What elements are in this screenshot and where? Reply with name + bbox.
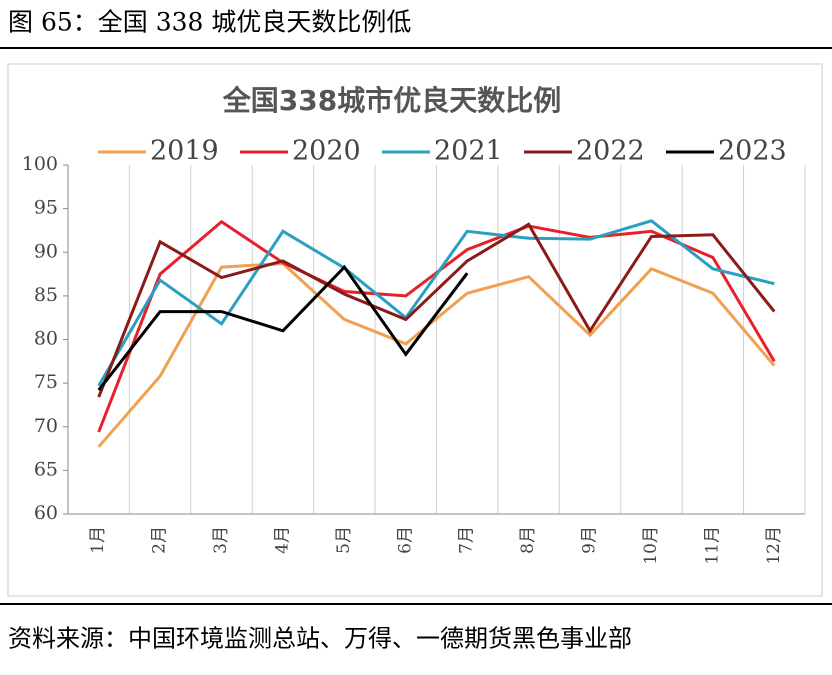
x-tick-label: 1月 [88, 526, 108, 554]
series-line [97, 262, 776, 448]
y-tick-label: 75 [34, 371, 58, 393]
y-tick-label: 85 [34, 284, 58, 306]
x-tick-label: 11月 [702, 526, 722, 565]
x-tick-label: 3月 [211, 526, 231, 554]
x-tick-label: 9月 [580, 526, 600, 554]
figure-title: 图 65：全国 338 城优良天数比例低 [8, 8, 411, 37]
x-tick-label: 12月 [764, 526, 784, 565]
x-tick-label: 8月 [518, 526, 538, 554]
x-tick-label: 5月 [334, 526, 354, 554]
chart-frame [7, 63, 823, 597]
source: 资料来源：中国环境监测总站、万得、一德期货黑色事业部 [8, 625, 632, 653]
y-tick-label: 90 [34, 240, 58, 262]
legend-label: 2020 [292, 136, 361, 167]
x-tick-label: 2月 [150, 526, 170, 554]
legend-label: 2019 [150, 136, 219, 167]
legend-label: 2023 [718, 136, 787, 167]
x-tick-label: 6月 [395, 526, 415, 554]
series-line [97, 264, 469, 392]
chart-title: 全国338城市优良天数比例 [222, 84, 561, 117]
y-tick-label: 95 [34, 197, 58, 219]
y-tick-label: 65 [34, 458, 58, 480]
x-tick-label: 4月 [272, 526, 292, 554]
series-line [97, 222, 776, 398]
y-tick-label: 60 [34, 502, 58, 524]
y-tick-label: 100 [22, 153, 58, 175]
y-tick-label: 80 [34, 328, 58, 350]
series-line [97, 219, 775, 387]
legend-label: 2022 [576, 136, 645, 167]
legend-label: 2021 [434, 136, 503, 167]
y-tick-label: 70 [34, 415, 58, 437]
x-tick-label: 7月 [457, 526, 477, 554]
x-tick-label: 10月 [641, 526, 661, 565]
